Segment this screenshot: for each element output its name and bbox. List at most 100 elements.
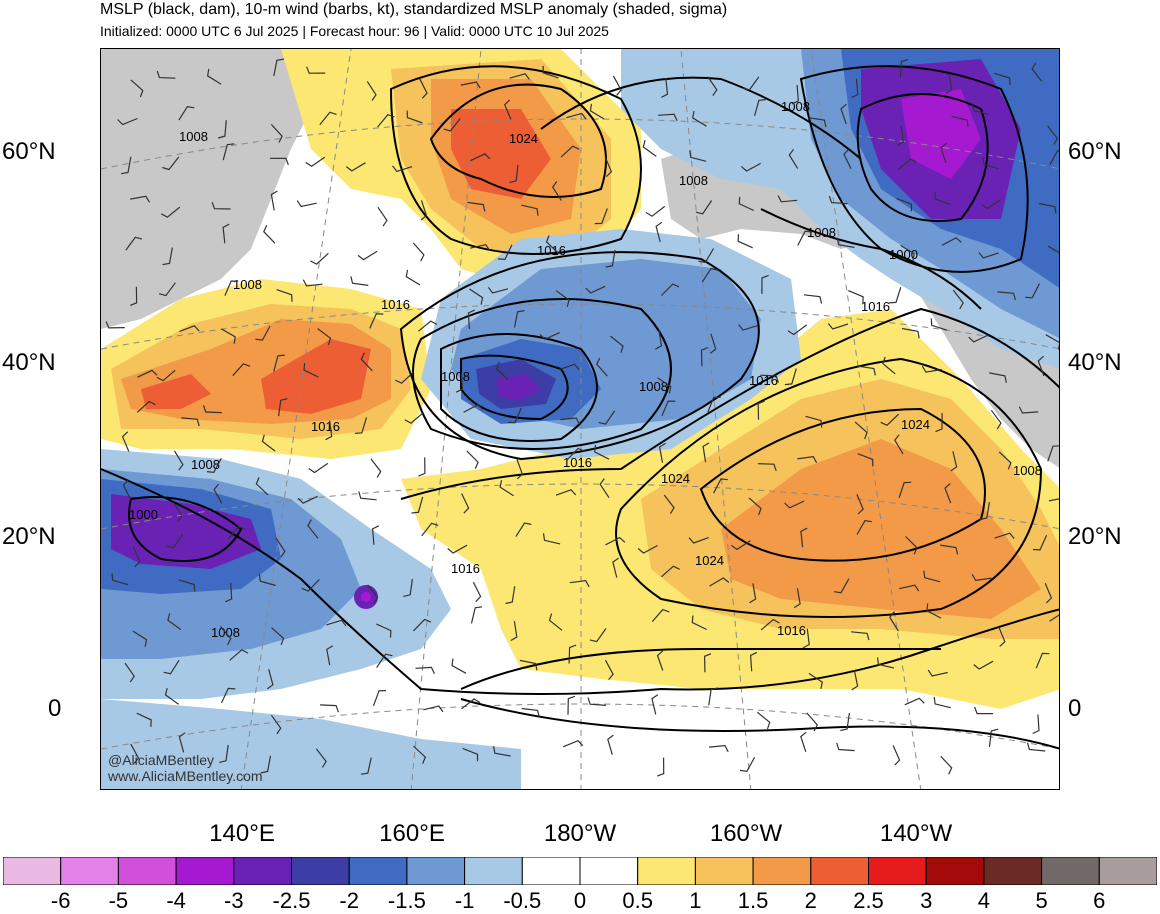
colorbar-swatch	[868, 857, 927, 885]
wind-barb	[749, 583, 757, 604]
wind-barb	[167, 613, 182, 631]
wind-barb	[130, 195, 151, 203]
wind-barb	[952, 289, 964, 310]
wind-barb	[227, 525, 246, 540]
lat-label-left: 60°N	[2, 138, 56, 165]
wind-barb	[310, 252, 329, 265]
wind-barb	[994, 532, 1015, 539]
wind-barb	[645, 205, 666, 217]
wind-barb	[990, 409, 1002, 430]
wind-barb	[443, 118, 461, 132]
wind-barb	[973, 660, 994, 670]
lon-label: 160°W	[709, 820, 783, 847]
wind-barb	[202, 405, 222, 414]
wind-barb	[224, 280, 239, 296]
isobar-label: 1024	[695, 553, 724, 568]
wind-barb	[555, 489, 577, 496]
wind-barb	[656, 757, 665, 777]
isobar-label: 1024	[509, 131, 538, 146]
isobar-label: 1024	[901, 417, 930, 432]
wind-barb	[661, 565, 680, 578]
lat-label-left: 0	[48, 695, 62, 722]
wind-barb	[470, 153, 491, 162]
wind-barb	[472, 581, 482, 603]
wind-barb	[513, 310, 525, 328]
wind-barb	[403, 578, 413, 597]
wind-barb	[827, 323, 849, 330]
wind-barb	[695, 200, 713, 215]
wind-barb	[566, 447, 585, 461]
wind-barb	[220, 687, 236, 704]
wind-barb	[542, 533, 561, 545]
colorbar-tick-label: -1	[454, 888, 475, 913]
wind-barb	[117, 117, 138, 126]
wind-barb	[232, 363, 251, 377]
wind-barb	[371, 525, 380, 545]
wind-barb	[688, 537, 709, 544]
wind-barb	[978, 252, 999, 259]
wind-barb	[968, 334, 989, 343]
wind-barb	[509, 164, 519, 184]
wind-barb	[305, 156, 326, 168]
isobar-label: 1008	[639, 379, 668, 394]
wind-barb	[369, 313, 384, 329]
colorbar-swatch	[752, 857, 812, 885]
wind-barb	[585, 285, 606, 294]
wind-barb	[320, 704, 339, 713]
wind-barb	[898, 481, 912, 498]
isobar-label: 1008	[679, 173, 708, 188]
wind-barb	[738, 196, 755, 212]
colorbar	[3, 857, 1157, 885]
wind-barb	[896, 126, 904, 146]
wind-barb	[607, 734, 614, 755]
wind-barb	[797, 455, 818, 463]
wind-barb	[222, 143, 235, 161]
wind-barb	[521, 707, 540, 718]
wind-barb	[405, 269, 421, 286]
wind-barb	[548, 613, 563, 631]
wind-barb	[940, 755, 953, 775]
wind-barb	[803, 294, 823, 304]
colorbar-swatch	[406, 857, 466, 885]
wind-barb	[1035, 652, 1050, 669]
wind-barb	[787, 324, 807, 336]
wind-barb	[709, 333, 717, 354]
wind-barb	[610, 335, 624, 353]
wind-barb	[800, 527, 808, 548]
wind-barb	[307, 519, 319, 539]
wind-barb	[691, 615, 707, 631]
wind-barb	[892, 745, 901, 766]
wind-barb	[998, 451, 1012, 470]
anomaly-negative-south	[101, 699, 521, 789]
wind-barbs	[105, 58, 1059, 777]
wind-barb	[163, 659, 180, 675]
colorbar-tick-label: -2	[339, 888, 359, 913]
wind-barb	[521, 204, 539, 216]
wind-barb	[941, 237, 962, 246]
wind-barb	[836, 742, 855, 752]
wind-barb	[181, 417, 200, 427]
wind-barb	[421, 522, 439, 537]
wind-barb	[562, 739, 584, 748]
wind-barb	[808, 672, 823, 690]
colorbar-swatch	[175, 857, 235, 885]
isobar-label: 1016	[381, 297, 410, 312]
colorbar-swatch	[464, 857, 523, 885]
wind-barb	[560, 417, 581, 425]
wind-barb	[708, 687, 719, 706]
wind-barb	[739, 757, 756, 772]
wind-barb	[164, 687, 179, 705]
wind-barb	[1037, 355, 1045, 377]
wind-barb	[589, 103, 605, 120]
wind-barb	[516, 458, 524, 480]
wind-barb	[354, 417, 368, 434]
wind-barb	[793, 588, 801, 609]
wind-barb	[994, 72, 1011, 86]
wind-barb	[997, 291, 1017, 301]
wind-barb	[661, 400, 676, 417]
wind-barb	[1049, 150, 1059, 166]
wind-barb	[178, 579, 196, 592]
wind-barb	[840, 103, 847, 125]
wind-barb	[470, 606, 483, 624]
wind-barb	[166, 533, 184, 549]
